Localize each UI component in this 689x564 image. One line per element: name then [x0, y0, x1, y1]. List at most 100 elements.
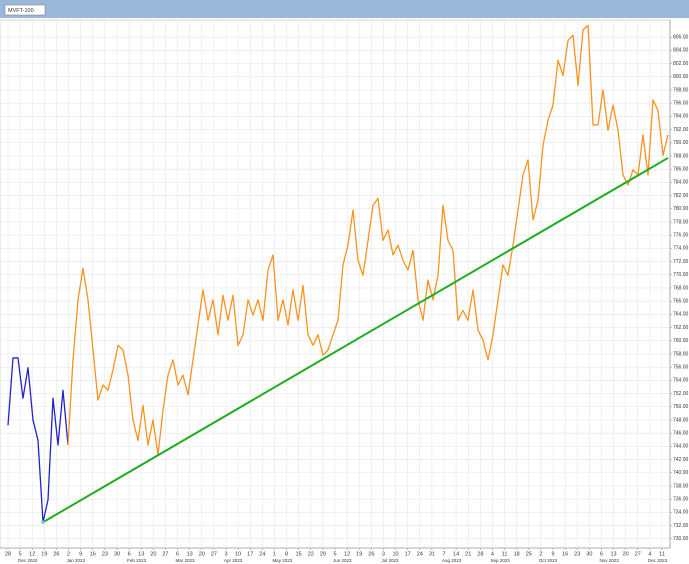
x-tick-label: 10 [392, 551, 398, 557]
x-tick-label: 21 [465, 551, 471, 557]
month-label: Apr 2023 [224, 558, 243, 563]
y-tick-label: 738.00 [673, 483, 689, 489]
y-tick-label: 742.00 [673, 457, 689, 463]
x-tick-label: 15 [296, 551, 302, 557]
month-label: Jun 2023 [333, 558, 352, 563]
month-label: Dec 2022 [18, 558, 38, 563]
x-tick-label: 24 [417, 551, 423, 557]
y-tick-label: 740.00 [673, 470, 689, 476]
x-tick-label: 12 [344, 551, 350, 557]
x-tick-label: 26 [368, 551, 374, 557]
chart-title: MVFT-100 [8, 8, 34, 14]
x-tick-label: 6 [176, 551, 179, 557]
y-tick-label: 776.00 [673, 232, 689, 238]
x-tick-label: 14 [453, 551, 459, 557]
y-tick-label: 794.00 [673, 114, 689, 120]
x-tick-label: 19 [41, 551, 47, 557]
x-tick-label: 30 [114, 551, 120, 557]
y-tick-label: 798.00 [673, 87, 689, 93]
x-tick-label: 20 [623, 551, 629, 557]
month-label: Jul 2023 [381, 558, 399, 563]
month-label: May 2023 [272, 558, 292, 563]
x-tick-label: 23 [102, 551, 108, 557]
x-tick-label: 1 [273, 551, 276, 557]
title-box [4, 4, 46, 16]
x-tick-label: 27 [162, 551, 168, 557]
y-tick-label: 780.00 [673, 206, 689, 212]
x-tick-label: 20 [150, 551, 156, 557]
x-tick-label: 3 [382, 551, 385, 557]
y-tick-label: 772.00 [673, 259, 689, 265]
y-tick-label: 802.00 [673, 61, 689, 67]
y-tick-label: 744.00 [673, 444, 689, 450]
y-tick-label: 790.00 [673, 140, 689, 146]
x-tick-label: 8 [285, 551, 288, 557]
y-tick-label: 796.00 [673, 100, 689, 106]
x-tick-label: 7 [442, 551, 445, 557]
x-tick-label: 27 [211, 551, 217, 557]
x-tick-label: 4 [648, 551, 651, 557]
y-tick-label: 788.00 [673, 153, 689, 159]
y-tick-label: 800.00 [673, 74, 689, 80]
x-tick-label: 5 [333, 551, 336, 557]
x-tick-label: 4 [491, 551, 494, 557]
x-tick-label: 16 [90, 551, 96, 557]
x-tick-label: 17 [405, 551, 411, 557]
y-tick-label: 774.00 [673, 246, 689, 252]
x-tick-label: 31 [429, 551, 435, 557]
x-tick-label: 2 [67, 551, 70, 557]
month-label: Dec 2023 [648, 558, 668, 563]
month-label: Oct 2023 [539, 558, 558, 563]
y-tick-label: 732.00 [673, 523, 689, 529]
x-tick-label: 2 [539, 551, 542, 557]
y-tick-label: 768.00 [673, 285, 689, 291]
month-label: Jan 2023 [67, 558, 86, 563]
y-tick-label: 746.00 [673, 430, 689, 436]
month-label: Nov 2023 [599, 558, 619, 563]
x-tick-label: 26 [53, 551, 59, 557]
y-tick-label: 760.00 [673, 338, 689, 344]
y-tick-label: 806.00 [673, 34, 689, 40]
x-tick-label: 25 [526, 551, 532, 557]
y-tick-label: 730.00 [673, 536, 689, 542]
y-tick-label: 736.00 [673, 496, 689, 502]
month-label: Mar 2023 [176, 558, 196, 563]
y-tick-label: 764.00 [673, 312, 689, 318]
y-tick-label: 748.00 [673, 417, 689, 423]
month-label: Aug 2023 [442, 558, 462, 563]
x-tick-label: 3 [224, 551, 227, 557]
trend-line [42, 157, 669, 524]
x-tick-label: 9 [551, 551, 554, 557]
x-tick-label: 6 [128, 551, 131, 557]
y-tick-label: 762.00 [673, 325, 689, 331]
series-line [67, 24, 669, 456]
x-tick-label: 29 [320, 551, 326, 557]
y-tick-label: 778.00 [673, 219, 689, 225]
y-tick-label: 758.00 [673, 351, 689, 357]
x-tick-label: 11 [502, 551, 508, 557]
header-bar [0, 0, 689, 18]
x-tick-label: 11 [659, 551, 665, 557]
y-tick-label: 786.00 [673, 166, 689, 172]
x-tick-label: 17 [247, 551, 253, 557]
y-tick-label: 784.00 [673, 180, 689, 186]
x-tick-label: 22 [308, 551, 314, 557]
y-tick-label: 804.00 [673, 48, 689, 54]
y-tick-label: 792.00 [673, 127, 689, 133]
x-tick-label: 12 [29, 551, 35, 557]
x-tick-label: 16 [562, 551, 568, 557]
x-tick-label: 13 [610, 551, 616, 557]
x-tick-label: 9 [79, 551, 82, 557]
x-tick-label: 5 [19, 551, 22, 557]
x-tick-label: 27 [635, 551, 641, 557]
month-label: Sep 2023 [490, 558, 510, 563]
x-tick-label: 28 [5, 551, 11, 557]
y-tick-label: 770.00 [673, 272, 689, 278]
trend-anchor [41, 520, 45, 525]
x-tick-label: 20 [199, 551, 205, 557]
y-tick-label: 750.00 [673, 404, 689, 410]
x-tick-label: 18 [514, 551, 520, 557]
y-tick-label: 756.00 [673, 364, 689, 370]
y-tick-label: 782.00 [673, 193, 689, 199]
